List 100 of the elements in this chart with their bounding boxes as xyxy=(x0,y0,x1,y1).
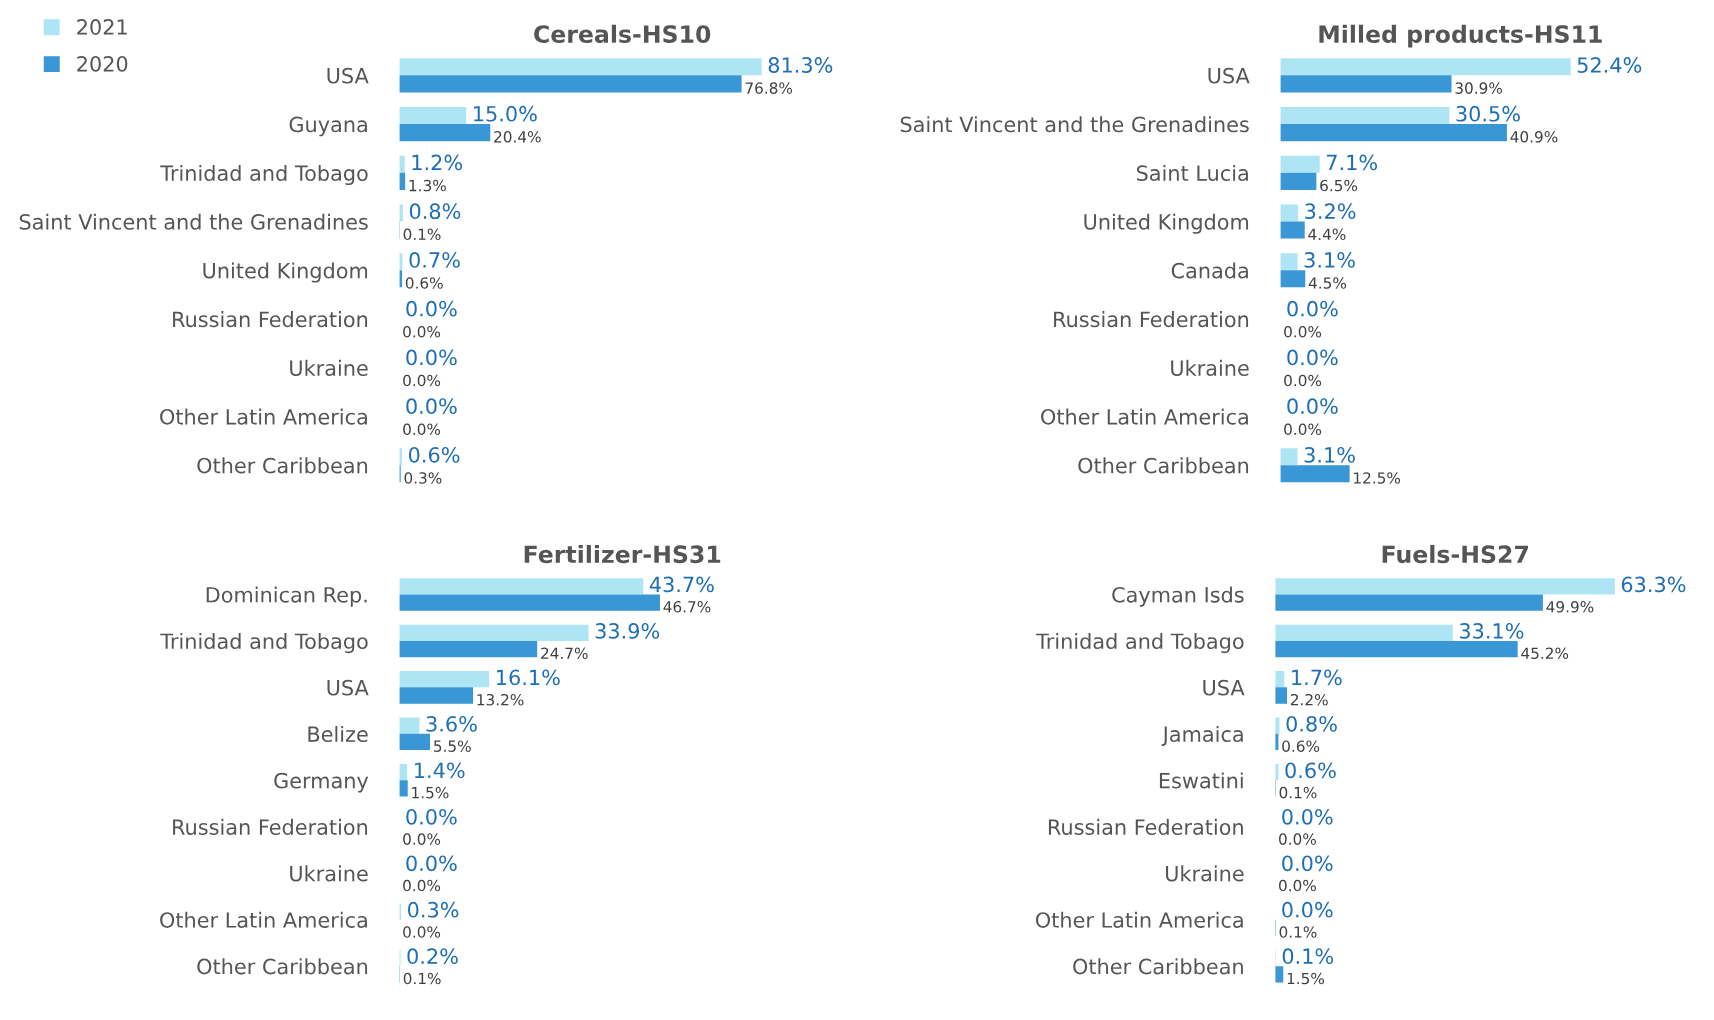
data-label: 0.0% xyxy=(403,833,441,845)
y-tick-label: United Kingdom xyxy=(1084,213,1249,234)
data-label: 1.3% xyxy=(409,179,446,192)
data-label: 81.3% xyxy=(768,57,833,73)
data-label: 0.8% xyxy=(409,203,461,220)
data-label: 33.9% xyxy=(595,623,660,639)
y-tick-label: Russian Federation xyxy=(1048,818,1243,835)
y-tick-label: Belize xyxy=(308,725,368,743)
bar xyxy=(399,75,742,93)
y-tick-label: Russian Federation xyxy=(1054,311,1249,328)
data-label: 7.1% xyxy=(1326,154,1378,171)
y-tick-label: Cayman Isds xyxy=(1112,586,1244,607)
y-tick-label: Saint Vincent and the Grenadines xyxy=(900,116,1249,133)
legend-label: 2020 xyxy=(77,55,128,72)
bar xyxy=(1280,465,1350,483)
y-tick-label: Trinidad and Tobago xyxy=(160,164,368,186)
data-label: 52.4% xyxy=(1577,57,1642,73)
y-tick-label: USA xyxy=(327,679,369,696)
data-label: 0.0% xyxy=(1282,855,1333,872)
legend-label: 2021 xyxy=(77,19,127,35)
data-label: 49.9% xyxy=(1546,601,1594,613)
y-tick-label: Ukraine xyxy=(290,359,368,376)
data-label: 0.1% xyxy=(403,228,441,241)
bar xyxy=(399,717,420,734)
data-label: 1.5% xyxy=(1287,972,1325,985)
bar xyxy=(399,687,474,704)
data-label: 0.0% xyxy=(1279,833,1316,845)
data-label: 0.0% xyxy=(403,879,441,892)
data-label: 0.0% xyxy=(1284,374,1322,387)
data-label: 0.0% xyxy=(1279,879,1316,892)
y-tick-label: Russian Federation xyxy=(173,311,368,328)
bar xyxy=(1280,221,1305,239)
data-label: 43.7% xyxy=(649,576,714,593)
data-label: 2.2% xyxy=(1290,693,1328,706)
data-label: 0.2% xyxy=(407,948,458,965)
chart-title: Cereals-HS10 xyxy=(534,24,711,43)
y-tick-label: USA xyxy=(1208,67,1250,84)
data-label: 1.7% xyxy=(1292,669,1342,686)
bar xyxy=(1280,172,1317,190)
data-label: 46.7% xyxy=(663,601,711,613)
data-label: 0.1% xyxy=(1279,926,1317,938)
y-tick-label: Other Caribbean xyxy=(197,958,368,975)
data-label: 3.1% xyxy=(1304,446,1355,463)
data-label: 0.8% xyxy=(1286,715,1337,732)
data-label: 0.0% xyxy=(406,808,457,825)
data-label: 15.0% xyxy=(474,105,537,122)
bar xyxy=(399,640,538,658)
data-label: 5.5% xyxy=(434,740,471,752)
y-tick-label: Saint Vincent and the Grenadines xyxy=(19,213,368,230)
data-label: 3.1% xyxy=(1304,252,1355,268)
y-tick-label: Other Latin America xyxy=(160,911,367,928)
data-label: 0.0% xyxy=(1284,325,1322,338)
data-label: 16.1% xyxy=(497,669,560,686)
data-label: 0.0% xyxy=(406,398,457,415)
bar xyxy=(399,671,490,688)
bar xyxy=(399,107,467,125)
data-label: 45.2% xyxy=(1521,647,1569,660)
bar xyxy=(399,124,491,142)
y-tick-label: USA xyxy=(1203,679,1245,696)
y-tick-label: Dominican Rep. xyxy=(206,586,367,607)
bar xyxy=(1275,624,1453,641)
bar xyxy=(1275,640,1518,658)
data-label: 0.3% xyxy=(407,901,459,918)
data-label: 12.5% xyxy=(1354,472,1401,484)
data-label: 0.0% xyxy=(1282,808,1333,825)
data-label: 13.2% xyxy=(477,693,524,706)
bar xyxy=(399,155,405,173)
chart-title: Fertilizer-HS31 xyxy=(524,544,721,564)
bar xyxy=(1275,717,1280,734)
bar xyxy=(1275,594,1543,611)
data-label: 0.0% xyxy=(403,325,441,338)
data-label: 1.4% xyxy=(415,762,465,779)
bar xyxy=(399,624,589,641)
data-label: 3.6% xyxy=(426,715,477,732)
data-label: 0.6% xyxy=(408,446,460,463)
data-label: 33.1% xyxy=(1459,623,1524,639)
bar xyxy=(399,578,644,595)
y-tick-label: Other Latin America xyxy=(160,408,367,425)
data-label: 76.8% xyxy=(745,82,793,94)
data-label: 4.5% xyxy=(1308,277,1347,289)
data-label: 0.0% xyxy=(406,855,457,872)
y-tick-label: Other Caribbean xyxy=(1078,457,1249,474)
chart-title: Milled products-HS11 xyxy=(1319,24,1602,48)
data-label: 0.3% xyxy=(404,472,442,484)
data-label: 0.7% xyxy=(409,252,460,268)
bar xyxy=(399,58,762,76)
y-tick-label: Jamaica xyxy=(1161,725,1243,746)
data-label: 0.0% xyxy=(1287,300,1338,317)
y-tick-label: Germany xyxy=(274,772,369,793)
bar xyxy=(1280,155,1320,173)
y-tick-label: Other Latin America xyxy=(1035,911,1243,928)
y-tick-label: Eswatini xyxy=(1159,772,1243,789)
data-label: 0.0% xyxy=(1282,901,1333,918)
y-tick-label: Guyana xyxy=(289,116,367,137)
bar xyxy=(399,733,431,751)
y-tick-label: Other Caribbean xyxy=(197,457,368,474)
data-label: 0.1% xyxy=(403,972,441,985)
bar xyxy=(1280,107,1450,125)
data-label: 63.3% xyxy=(1621,576,1686,593)
bar xyxy=(1280,448,1298,466)
